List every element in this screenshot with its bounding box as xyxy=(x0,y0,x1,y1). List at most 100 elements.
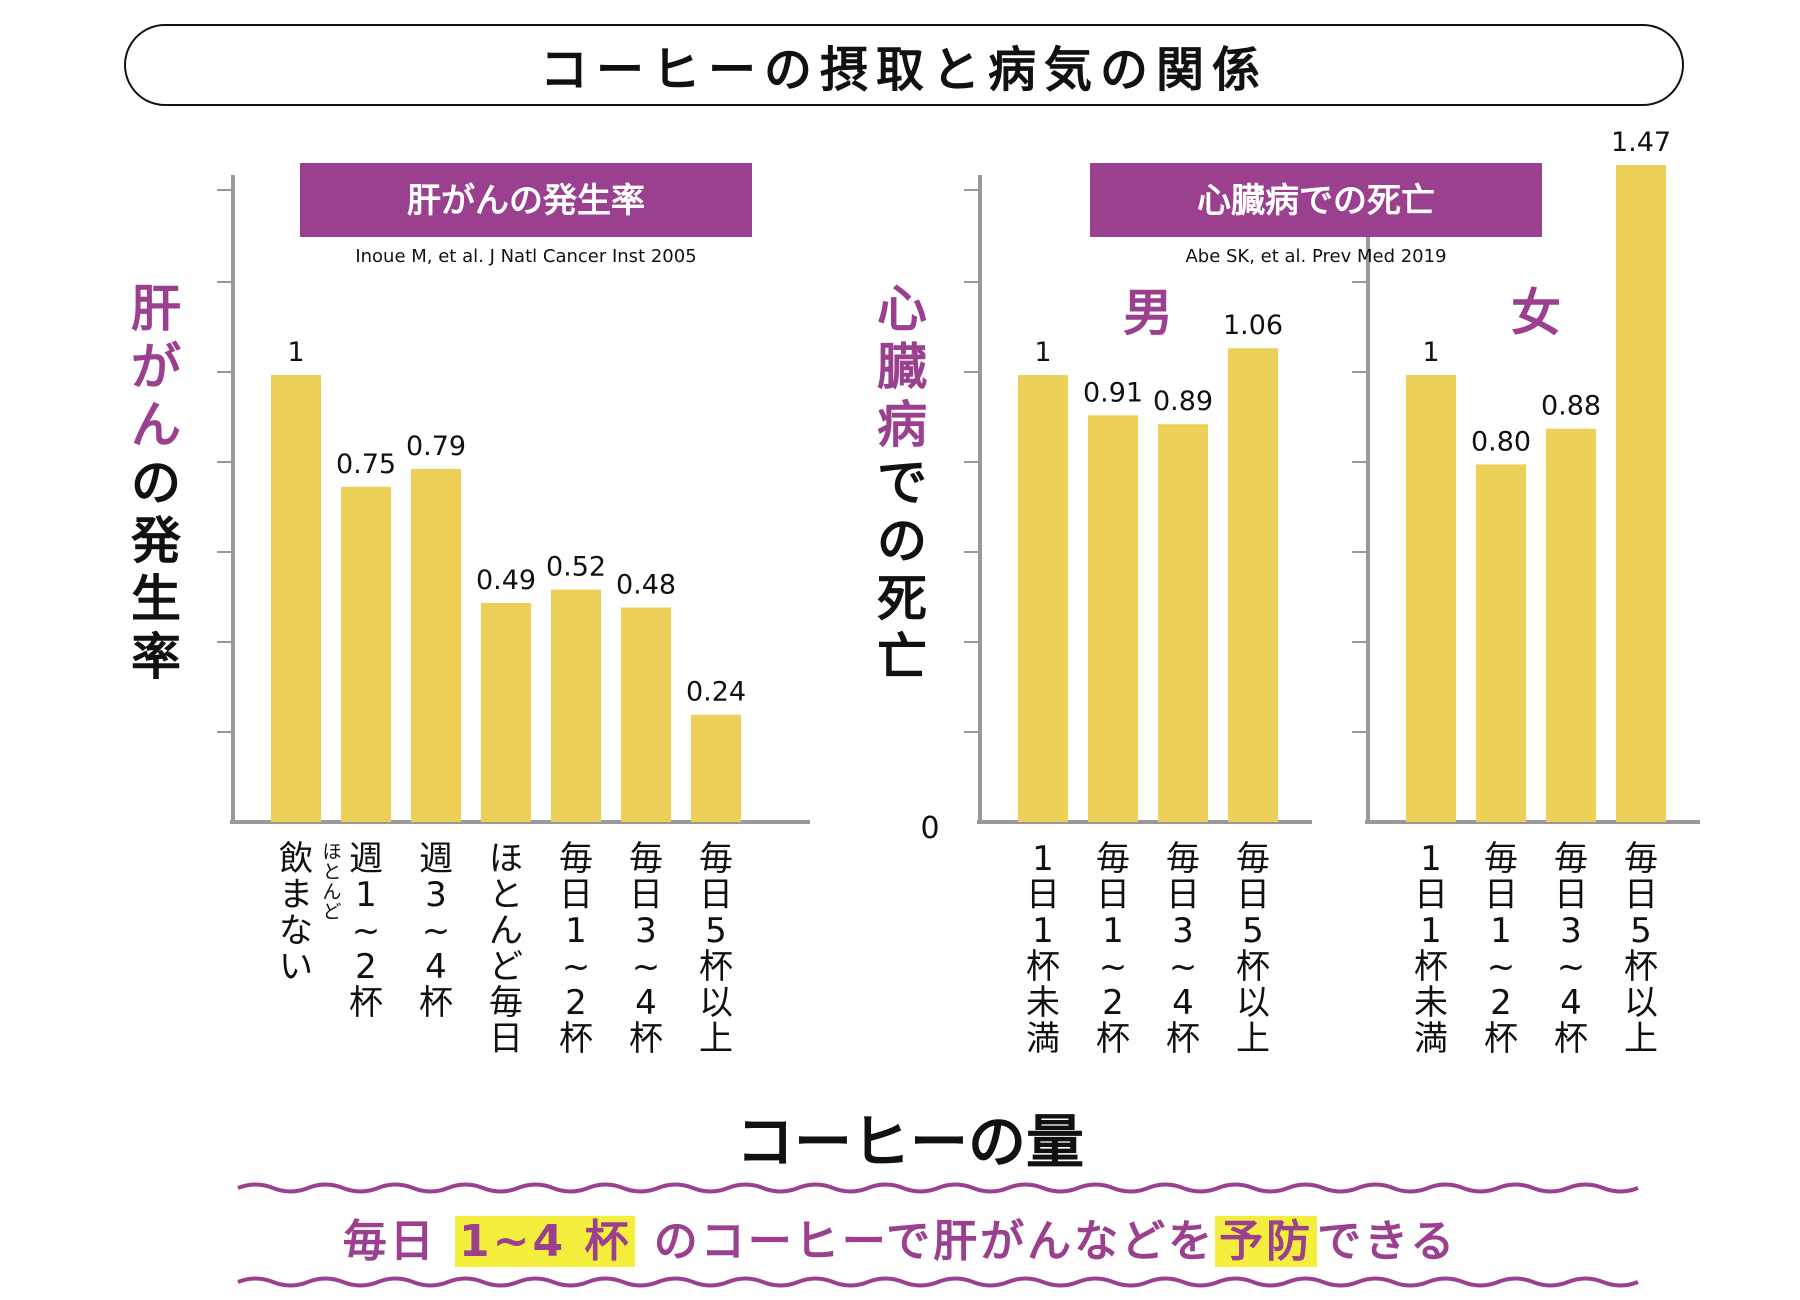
liver-category-label: 1 xyxy=(565,911,587,951)
wavy-divider-top xyxy=(237,1182,1639,1194)
bottom-mid: のコーヒーで肝がんなどを xyxy=(653,1216,1216,1267)
liver-category-label: ど xyxy=(489,947,523,987)
men-value-label: 1 xyxy=(1034,337,1051,368)
women-category-label: 4 xyxy=(1560,983,1582,1023)
liver-category-label: ~ xyxy=(352,911,381,951)
bottom-post: できる xyxy=(1317,1216,1458,1267)
women-category-label: ~ xyxy=(1557,947,1586,987)
liver-category-label: ~ xyxy=(632,947,661,987)
liver-category-label: ん xyxy=(489,911,523,951)
women-category-label: 日 xyxy=(1484,875,1518,915)
women-category-label: 毎 xyxy=(1624,839,1658,879)
women-category-label: 以 xyxy=(1624,983,1658,1023)
men-category-label: 1 xyxy=(1032,839,1054,879)
liver-category-label: ほ xyxy=(489,839,523,879)
women-value-label: 0.80 xyxy=(1471,426,1531,457)
liver-chart-title: 肝がんの発生率 xyxy=(407,181,645,221)
liver-y-label-black: の発生率 xyxy=(131,454,181,686)
women-category-label: 日 xyxy=(1554,875,1588,915)
liver-category-label: 日 xyxy=(699,875,733,915)
women-category-label: 1 xyxy=(1420,839,1442,879)
heart-chart-title: 心臓病での死亡 xyxy=(1197,181,1435,221)
page-title: コーヒーの摂取と病気の関係 xyxy=(539,42,1268,98)
women-category-label: 杯 xyxy=(1554,1019,1588,1059)
women-category-label: 毎 xyxy=(1554,839,1588,879)
liver-y-label-purple: 肝がん xyxy=(131,280,181,454)
men-category-label: 満 xyxy=(1026,1019,1060,1059)
wavy-divider-bottom xyxy=(237,1276,1639,1288)
bottom-pre: 毎日 xyxy=(342,1216,437,1267)
liver-category-label: 杯 xyxy=(559,1019,593,1059)
men-value-label: 1.06 xyxy=(1223,310,1283,341)
liver-category-label: 週 xyxy=(419,839,453,879)
liver-category-label: 3 xyxy=(635,911,657,951)
men-category-label: 毎 xyxy=(1166,839,1200,879)
men-category-label: 1 xyxy=(1032,911,1054,951)
men-panel-label: 男 xyxy=(1123,284,1173,342)
liver-bar xyxy=(411,468,461,822)
liver-category-label: 2 xyxy=(565,983,587,1023)
men-category-label: 5 xyxy=(1242,911,1264,951)
men-category-label: ~ xyxy=(1099,947,1128,987)
heart-source: Abe SK, et al. Prev Med 2019 xyxy=(1185,246,1446,267)
liver-category-label: 日 xyxy=(629,875,663,915)
women-category-label: 日 xyxy=(1624,875,1658,915)
liver-category-label: 2 xyxy=(355,947,377,987)
liver-bar xyxy=(341,486,391,822)
liver-value-label: 0.75 xyxy=(336,449,396,480)
men-bar xyxy=(1228,348,1278,822)
bottom-highlight-prevent: 予防 xyxy=(1215,1216,1318,1267)
liver-bar xyxy=(621,607,671,822)
liver-category-label: 毎 xyxy=(489,983,523,1023)
liver-category-label: 1 xyxy=(355,875,377,915)
liver-value-label: 1 xyxy=(287,337,304,368)
men-category-label: 杯 xyxy=(1236,947,1270,987)
women-category-label: 3 xyxy=(1560,911,1582,951)
men-category-label: 杯 xyxy=(1096,1019,1130,1059)
men-category-label: 杯 xyxy=(1166,1019,1200,1059)
title-banner: コーヒーの摂取と病気の関係 xyxy=(124,24,1684,106)
men-category-label: 上 xyxy=(1236,1019,1270,1059)
liver-category-label: 飲 xyxy=(279,839,313,879)
liver-category-label: 杯 xyxy=(699,947,733,987)
liver-value-label: 0.52 xyxy=(546,552,606,583)
women-value-label: 0.88 xyxy=(1541,391,1601,422)
men-value-label: 0.91 xyxy=(1083,377,1143,408)
liver-value-label: 0.48 xyxy=(616,569,676,600)
women-bar xyxy=(1406,375,1456,822)
liver-category-label: 杯 xyxy=(419,983,453,1023)
liver-value-label: 0.24 xyxy=(686,677,746,708)
men-category-label: 日 xyxy=(1026,875,1060,915)
men-value-label: 0.89 xyxy=(1153,386,1213,417)
liver-category-label: 以 xyxy=(699,983,733,1023)
liver-source: Inoue M, et al. J Natl Cancer Inst 2005 xyxy=(355,246,696,267)
women-panel-label: 女 xyxy=(1511,284,1561,342)
liver-category-label: 上 xyxy=(699,1019,733,1059)
women-category-label: 満 xyxy=(1414,1019,1448,1059)
liver-bar xyxy=(481,603,531,822)
liver-category-label: 4 xyxy=(425,947,447,987)
men-category-label: 3 xyxy=(1172,911,1194,951)
men-category-label: 毎 xyxy=(1096,839,1130,879)
women-category-label: 1 xyxy=(1420,911,1442,951)
women-category-label: 未 xyxy=(1414,983,1448,1023)
liver-category-label: 日 xyxy=(489,1019,523,1059)
liver-category-label: ま xyxy=(279,875,313,915)
liver-category-label: ~ xyxy=(562,947,591,987)
heart-y-axis-label: 心臓病 での死亡 xyxy=(872,280,932,686)
heart-y-label-black: での死亡 xyxy=(877,454,927,686)
liver-category-label: 毎 xyxy=(629,839,663,879)
women-category-label: 杯 xyxy=(1484,1019,1518,1059)
men-category-label: 毎 xyxy=(1236,839,1270,879)
women-category-label: 杯 xyxy=(1624,947,1658,987)
liver-y-axis-label: 肝がん の発生率 xyxy=(126,280,186,686)
liver-title-box xyxy=(300,163,752,237)
men-bar xyxy=(1158,424,1208,822)
bottom-message: 毎日 1~4 杯 のコーヒーで肝がんなどを予防できる xyxy=(300,1205,1500,1269)
women-category-label: 5 xyxy=(1630,911,1652,951)
men-category-label: 日 xyxy=(1096,875,1130,915)
heart-y-zero-label: 0 xyxy=(920,811,939,846)
liver-category-label: 毎 xyxy=(699,839,733,879)
liver-bar xyxy=(691,714,741,822)
